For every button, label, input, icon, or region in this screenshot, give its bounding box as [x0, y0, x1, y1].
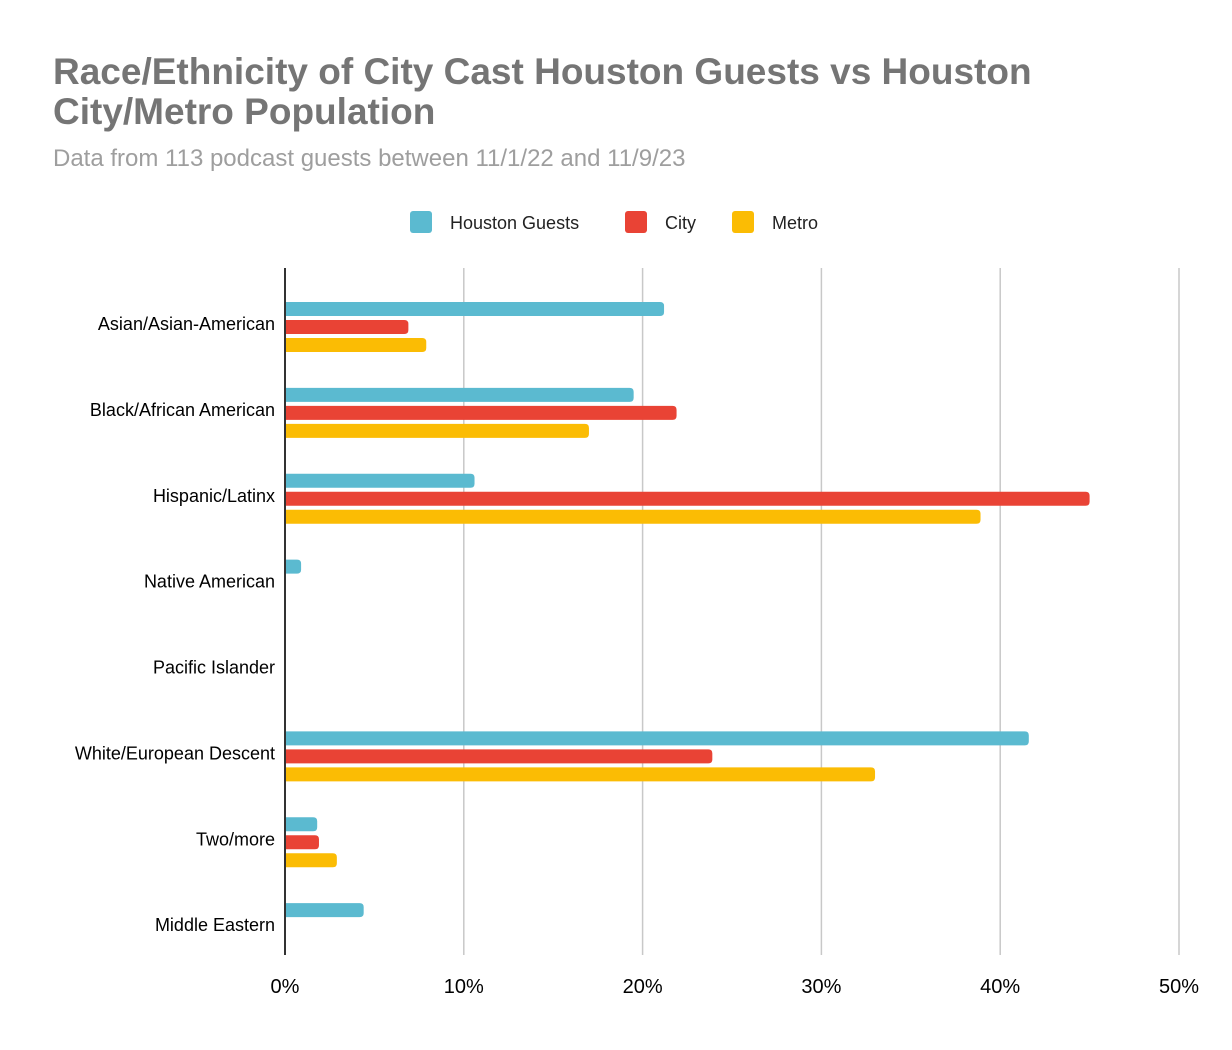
bar-houston-guests: [285, 473, 475, 488]
category-label: White/European Descent: [75, 743, 275, 763]
category-label: Middle Eastern: [155, 915, 275, 935]
category-label: Pacific Islander: [153, 658, 275, 678]
category-label: Asian/Asian-American: [98, 314, 275, 334]
legend-swatch: [410, 211, 432, 233]
bar-houston-guests: [285, 387, 634, 402]
bar-metro: [285, 767, 876, 782]
category-label: Native American: [144, 572, 275, 592]
legend-swatch: [625, 211, 647, 233]
bar-houston-guests: [285, 817, 318, 832]
x-tick-label: 0%: [271, 976, 300, 998]
bar-metro: [285, 423, 589, 438]
legend-label: City: [665, 213, 696, 233]
bar-city: [285, 835, 319, 850]
x-tick-label: 30%: [801, 976, 841, 998]
bar-metro: [285, 853, 337, 868]
x-tick-label: 10%: [444, 976, 484, 998]
bar-houston-guests: [285, 731, 1029, 746]
x-tick-label: 20%: [623, 976, 663, 998]
chart-subtitle: Data from 113 podcast guests between 11/…: [53, 145, 686, 172]
bar-city: [285, 749, 713, 764]
legend-label: Houston Guests: [450, 213, 579, 233]
chart-title: Race/Ethnicity of City Cast Houston Gues…: [53, 51, 1032, 132]
bar-metro: [285, 509, 981, 524]
bar-houston-guests: [285, 302, 665, 316]
bar-metro: [285, 338, 427, 352]
category-label: Two/more: [196, 829, 275, 849]
bar-city: [285, 405, 677, 420]
bar-city: [285, 320, 409, 334]
x-tick-label: 40%: [980, 976, 1020, 998]
bar-houston-guests: [285, 903, 364, 918]
legend-label: Metro: [772, 213, 818, 233]
bar-houston-guests: [285, 559, 302, 574]
legend-swatch: [732, 211, 754, 233]
category-label: Hispanic/Latinx: [153, 486, 275, 506]
bar-city: [285, 491, 1090, 506]
category-label: Black/African American: [90, 400, 275, 420]
x-tick-label: 50%: [1159, 976, 1199, 998]
